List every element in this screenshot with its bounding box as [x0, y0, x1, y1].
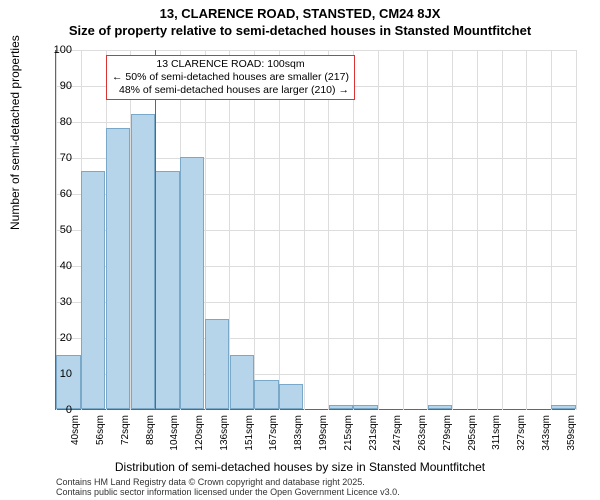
x-tick-label: 167sqm	[268, 415, 279, 465]
gridline-v	[502, 50, 503, 410]
x-tick-label: 151sqm	[244, 415, 255, 465]
x-tick-label: 311sqm	[491, 415, 502, 465]
x-tick-label: 231sqm	[368, 415, 379, 465]
annotation-line1: 13 CLARENCE ROAD: 100sqm	[112, 58, 349, 71]
annotation-line2: ← 50% of semi-detached houses are smalle…	[112, 71, 349, 84]
y-tick-label: 50	[42, 224, 72, 236]
histogram-bar	[155, 171, 179, 409]
plot-area: 13 CLARENCE ROAD: 100sqm← 50% of semi-de…	[55, 50, 575, 410]
gridline-h	[56, 50, 576, 51]
chart-title-line1: 13, CLARENCE ROAD, STANSTED, CM24 8JX	[0, 0, 600, 21]
histogram-bar	[81, 171, 105, 409]
chart-title-line2: Size of property relative to semi-detach…	[0, 21, 600, 38]
histogram-bar	[230, 355, 254, 409]
y-tick-label: 90	[42, 80, 72, 92]
x-tick-label: 104sqm	[169, 415, 180, 465]
histogram-bar	[205, 319, 229, 409]
x-tick-label: 359sqm	[566, 415, 577, 465]
gridline-v	[304, 50, 305, 410]
gridline-v	[551, 50, 552, 410]
y-tick-label: 10	[42, 368, 72, 380]
gridline-v	[477, 50, 478, 410]
y-tick-label: 20	[42, 332, 72, 344]
y-tick-label: 40	[42, 260, 72, 272]
annotation-box: 13 CLARENCE ROAD: 100sqm← 50% of semi-de…	[106, 55, 355, 100]
y-tick-label: 30	[42, 296, 72, 308]
y-tick-label: 80	[42, 116, 72, 128]
y-tick-label: 60	[42, 188, 72, 200]
x-tick-label: 215sqm	[343, 415, 354, 465]
histogram-bar	[131, 114, 155, 409]
x-tick-label: 279sqm	[442, 415, 453, 465]
y-tick-label: 100	[42, 44, 72, 56]
gridline-v	[526, 50, 527, 410]
gridline-v	[254, 50, 255, 410]
x-tick-label: 295sqm	[467, 415, 478, 465]
footer-attribution: Contains HM Land Registry data © Crown c…	[56, 478, 400, 498]
y-axis-label: Number of semi-detached properties	[8, 35, 22, 230]
y-tick-label: 0	[42, 404, 72, 416]
histogram-bar	[551, 405, 575, 409]
y-tick-label: 70	[42, 152, 72, 164]
histogram-bar	[254, 380, 278, 409]
histogram-bar	[279, 384, 303, 409]
annotation-line3: 48% of semi-detached houses are larger (…	[112, 84, 349, 97]
chart-container: 13, CLARENCE ROAD, STANSTED, CM24 8JX Si…	[0, 0, 600, 500]
x-tick-label: 343sqm	[541, 415, 552, 465]
gridline-v	[378, 50, 379, 410]
gridline-v	[353, 50, 354, 410]
gridline-v	[403, 50, 404, 410]
histogram-bar	[353, 405, 377, 409]
gridline-v	[452, 50, 453, 410]
x-tick-label: 72sqm	[120, 415, 131, 465]
histogram-bar	[428, 405, 452, 409]
x-tick-label: 247sqm	[392, 415, 403, 465]
histogram-bar	[56, 355, 80, 409]
x-tick-label: 88sqm	[145, 415, 156, 465]
gridline-v	[427, 50, 428, 410]
histogram-bar	[106, 128, 130, 409]
marker-line	[155, 50, 156, 410]
gridline-v	[328, 50, 329, 410]
gridline-v	[279, 50, 280, 410]
histogram-bar	[180, 157, 204, 409]
histogram-bar	[329, 405, 353, 409]
x-tick-label: 327sqm	[516, 415, 527, 465]
x-tick-label: 120sqm	[194, 415, 205, 465]
footer-line2: Contains public sector information licen…	[56, 488, 400, 498]
gridline-v	[576, 50, 577, 410]
x-tick-label: 183sqm	[293, 415, 304, 465]
x-tick-label: 263sqm	[417, 415, 428, 465]
plot-box: 13 CLARENCE ROAD: 100sqm← 50% of semi-de…	[55, 50, 575, 410]
x-tick-label: 40sqm	[70, 415, 81, 465]
x-tick-label: 56sqm	[95, 415, 106, 465]
x-tick-label: 199sqm	[318, 415, 329, 465]
x-tick-label: 136sqm	[219, 415, 230, 465]
